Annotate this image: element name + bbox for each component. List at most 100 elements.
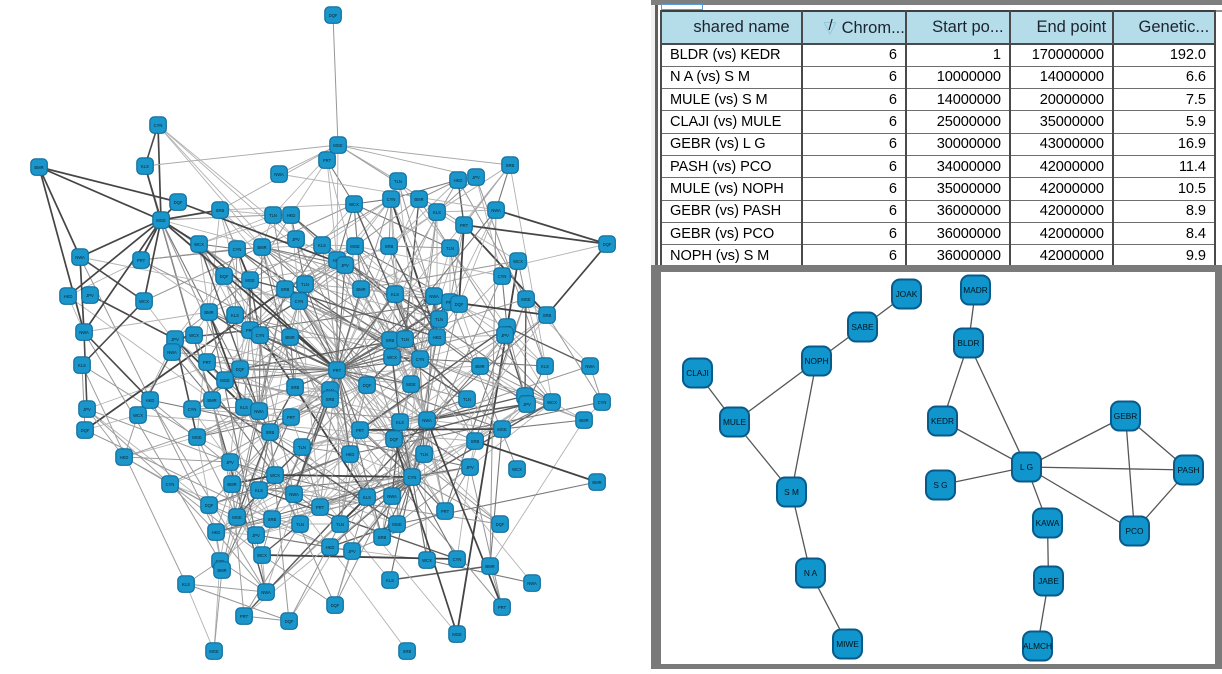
svg-text:PCO: PCO <box>1125 526 1144 536</box>
svg-text:JPV: JPV <box>472 175 480 180</box>
svg-text:DQF: DQF <box>390 437 399 442</box>
svg-text:NOPH: NOPH <box>804 356 828 366</box>
svg-text:TLN: TLN <box>394 179 402 184</box>
svg-text:KLS: KLS <box>363 495 371 500</box>
svg-text:JPV: JPV <box>83 407 91 412</box>
svg-text:NWA: NWA <box>585 364 595 369</box>
svg-text:BMR: BMR <box>204 310 213 315</box>
svg-text:HKD: HKD <box>212 530 221 535</box>
svg-text:SABE: SABE <box>851 322 874 332</box>
svg-text:HKD: HKD <box>433 335 442 340</box>
svg-text:CYN: CYN <box>416 357 425 362</box>
svg-text:SRB: SRB <box>378 535 387 540</box>
svg-text:TLN: TLN <box>296 522 304 527</box>
svg-text:DQF: DQF <box>205 503 214 508</box>
svg-text:SRB: SRB <box>506 163 515 168</box>
svg-text:MGE: MGE <box>350 244 360 249</box>
svg-text:KLS: KLS <box>318 243 326 248</box>
svg-text:SRB: SRB <box>403 649 412 654</box>
svg-text:PRT: PRT <box>240 614 249 619</box>
svg-text:DQF: DQF <box>603 242 612 247</box>
svg-text:WCX: WCX <box>257 553 267 558</box>
svg-text:BMR: BMR <box>257 245 266 250</box>
svg-text:TLN: TLN <box>463 397 471 402</box>
svg-text:KLS: KLS <box>255 488 263 493</box>
svg-text:DQF: DQF <box>81 428 90 433</box>
svg-text:DQF: DQF <box>363 383 372 388</box>
svg-text:WCX: WCX <box>270 473 280 478</box>
svg-text:MGE: MGE <box>392 522 402 527</box>
svg-text:BMR: BMR <box>475 364 484 369</box>
svg-text:KLS: KLS <box>240 405 248 410</box>
svg-text:MGE: MGE <box>521 297 531 302</box>
svg-text:MULE: MULE <box>722 417 746 427</box>
svg-text:JPV: JPV <box>341 263 349 268</box>
svg-text:KLS: KLS <box>396 420 404 425</box>
svg-text:WCX: WCX <box>422 558 432 563</box>
svg-text:MGE: MGE <box>406 382 416 387</box>
svg-text:HKD: HKD <box>326 545 335 550</box>
svg-text:CYN: CYN <box>453 557 462 562</box>
svg-text:BLDR: BLDR <box>957 338 979 348</box>
svg-text:NWA: NWA <box>75 255 85 260</box>
svg-text:KLS: KLS <box>141 164 149 169</box>
svg-text:SRB: SRB <box>386 338 395 343</box>
svg-text:KLS: KLS <box>78 363 86 368</box>
svg-text:WCX: WCX <box>139 299 149 304</box>
svg-text:NWA: NWA <box>254 409 264 414</box>
svg-text:BMR: BMR <box>592 480 601 485</box>
svg-text:JOAK: JOAK <box>895 289 917 299</box>
svg-text:PRT: PRT <box>498 605 507 610</box>
svg-text:GEBR: GEBR <box>1113 411 1137 421</box>
svg-text:JPV: JPV <box>86 293 94 298</box>
svg-text:CYN: CYN <box>408 475 417 480</box>
svg-text:BMR: BMR <box>356 287 365 292</box>
svg-text:JPV: JPV <box>501 333 509 338</box>
svg-text:DQF: DQF <box>455 302 464 307</box>
svg-text:TLN: TLN <box>435 317 443 322</box>
svg-text:S G: S G <box>933 480 947 490</box>
svg-text:NWA: NWA <box>289 492 299 497</box>
svg-text:HKD: HKD <box>146 398 155 403</box>
svg-text:PRT: PRT <box>460 223 469 228</box>
svg-text:TLN: TLN <box>269 213 277 218</box>
svg-text:KLS: KLS <box>182 582 190 587</box>
svg-text:JPV: JPV <box>348 549 356 554</box>
svg-text:PASH: PASH <box>1177 465 1199 475</box>
svg-text:NWA: NWA <box>491 208 501 213</box>
svg-text:MGE: MGE <box>452 632 462 637</box>
svg-text:WCX: WCX <box>133 413 143 418</box>
svg-text:MIWE: MIWE <box>836 639 859 649</box>
svg-text:N A: N A <box>803 568 817 578</box>
svg-text:BMR: BMR <box>285 335 294 340</box>
svg-text:WCX: WCX <box>194 242 204 247</box>
svg-text:MGE: MGE <box>209 649 219 654</box>
svg-text:TLN: TLN <box>446 246 454 251</box>
svg-text:JABE: JABE <box>1038 576 1059 586</box>
svg-text:KEDR: KEDR <box>930 416 953 426</box>
svg-text:NWA: NWA <box>527 581 537 586</box>
svg-text:CYN: CYN <box>166 482 175 487</box>
svg-text:CYN: CYN <box>387 197 396 202</box>
svg-text:TLN: TLN <box>298 445 306 450</box>
svg-text:SRB: SRB <box>291 385 300 390</box>
svg-text:PRT: PRT <box>441 509 450 514</box>
svg-text:KLS: KLS <box>386 578 394 583</box>
svg-text:DQF: DQF <box>285 619 294 624</box>
svg-text:NWA: NWA <box>79 330 89 335</box>
svg-text:BMR: BMR <box>34 165 43 170</box>
svg-text:JPV: JPV <box>292 237 300 242</box>
svg-text:MGE: MGE <box>192 435 202 440</box>
svg-text:JPV: JPV <box>466 465 474 470</box>
svg-text:CYN: CYN <box>154 123 163 128</box>
svg-text:BMR: BMR <box>207 398 216 403</box>
svg-text:MGE: MGE <box>156 218 166 223</box>
svg-text:DQF: DQF <box>236 367 245 372</box>
svg-text:PRT: PRT <box>316 505 325 510</box>
svg-text:HKD: HKD <box>120 455 129 460</box>
svg-text:MGE: MGE <box>232 515 242 520</box>
svg-text:MGE: MGE <box>333 143 343 148</box>
svg-text:L G: L G <box>1019 462 1032 472</box>
svg-text:MADR: MADR <box>963 285 987 295</box>
svg-text:TLN: TLN <box>336 522 344 527</box>
